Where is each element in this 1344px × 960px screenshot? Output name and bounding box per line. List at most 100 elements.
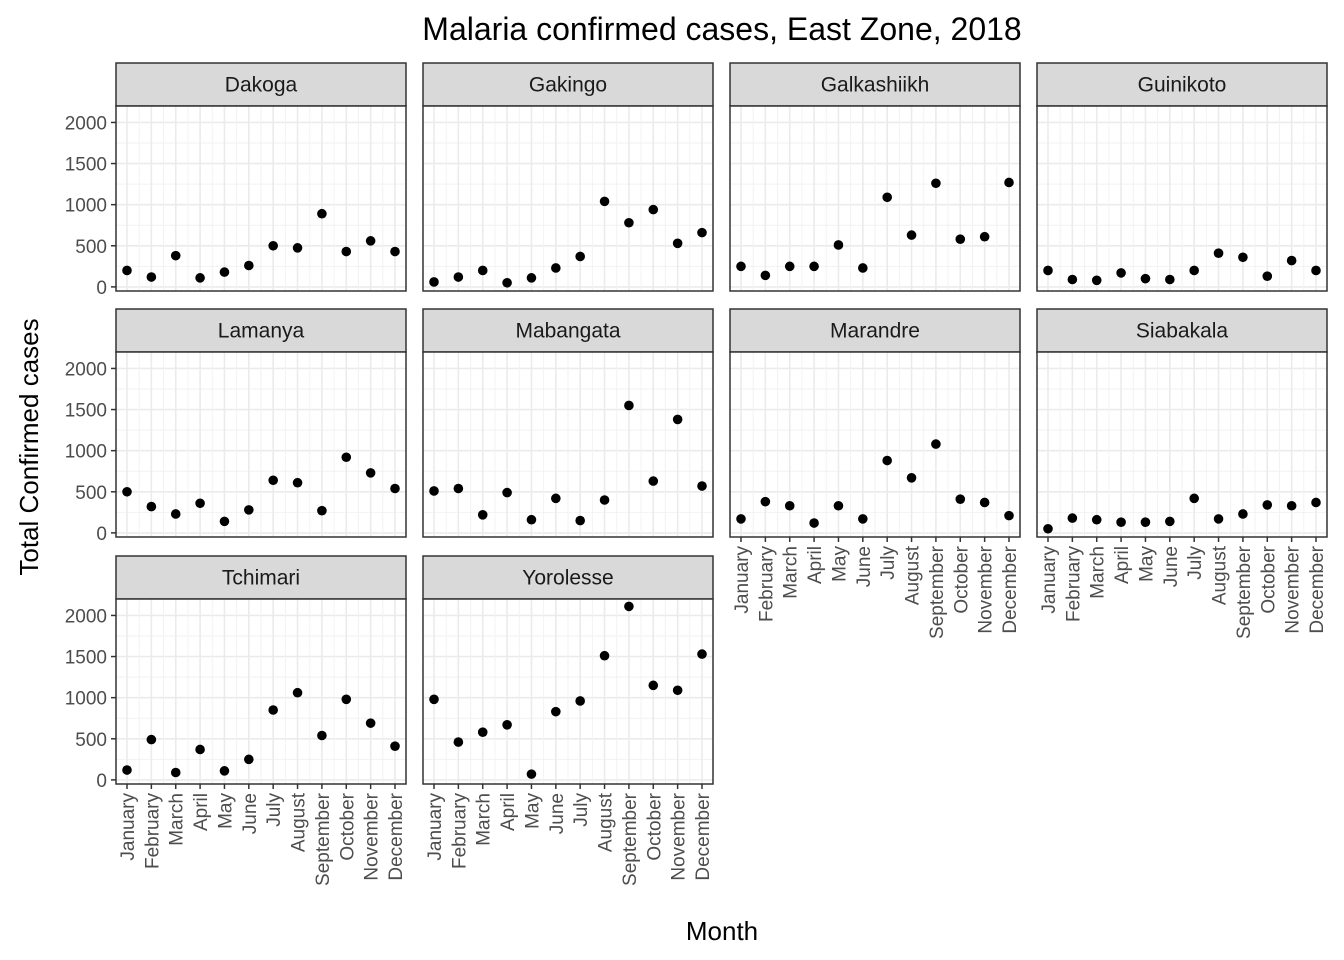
data-point [477, 727, 488, 737]
y-tick-label: 2000 [65, 113, 107, 134]
data-point [429, 694, 439, 705]
grid-lines [1037, 106, 1327, 291]
data-point [268, 475, 278, 486]
x-tick-label: September [1234, 545, 1255, 639]
data-point [955, 494, 966, 504]
data-point [833, 500, 844, 511]
data-point [341, 452, 352, 463]
data-point [648, 680, 659, 691]
data-point [906, 230, 917, 240]
data-point [1311, 497, 1321, 508]
facet-strip [115, 308, 407, 353]
data-point [858, 514, 868, 524]
x-tick-label: April [498, 793, 519, 831]
facet-strip-label: Gakingo [529, 74, 607, 97]
grid-lines [423, 106, 713, 291]
x-tick-label: July [571, 793, 592, 827]
data-point [1140, 517, 1151, 527]
data-point [170, 767, 181, 778]
panel-border [115, 598, 407, 785]
x-tick-label: August [1210, 545, 1231, 605]
data-point [599, 495, 610, 505]
chart-title: Malaria confirmed cases, East Zone, 2018 [422, 11, 1021, 47]
x-tick-label: March [781, 546, 802, 599]
data-point [575, 696, 585, 706]
x-tick-label: June [547, 793, 568, 834]
data-point [624, 217, 634, 228]
data-point [146, 734, 157, 745]
y-tick-label: 1000 [65, 196, 107, 217]
facet-strip-label: Tchimari [222, 567, 300, 590]
facet-panel-yorolesse: Yorolesse January February March April May Jun… [422, 555, 714, 886]
data-point [833, 240, 844, 250]
data-point [1091, 514, 1102, 525]
data-point [526, 273, 537, 283]
data-point [648, 476, 659, 486]
grid-lines [730, 352, 1020, 537]
data-point [146, 501, 157, 512]
data-point [931, 178, 941, 189]
data-point [551, 263, 561, 273]
data-point [882, 455, 892, 466]
x-tick-label: March [167, 793, 188, 846]
x-tick-label: August [903, 545, 924, 605]
data-point [1213, 514, 1224, 524]
y-tick-label: 2000 [65, 359, 107, 380]
data-point [784, 500, 795, 511]
y-tick-label: 500 [75, 237, 107, 258]
facet-panel-mabangata: Mabangata [422, 308, 714, 538]
x-tick-label: January [1039, 546, 1060, 614]
data-point [1116, 517, 1126, 527]
x-tick-label: May [829, 546, 850, 582]
grid-lines [423, 599, 713, 784]
x-tick-label: February [142, 793, 163, 870]
x-tick-label: October [1258, 545, 1279, 613]
data-point [268, 240, 278, 251]
y-tick-label: 1500 [65, 401, 107, 422]
x-tick-label: April [1112, 546, 1133, 584]
x-tick-label: September [313, 792, 334, 886]
data-point [341, 694, 352, 705]
data-point [599, 650, 610, 661]
data-point [244, 754, 254, 765]
data-point [195, 273, 205, 283]
panel-border [115, 105, 407, 292]
data-point [390, 246, 400, 257]
x-tick-label: November [669, 792, 690, 880]
data-point [575, 251, 585, 262]
data-point [453, 272, 464, 282]
facet-strip [729, 62, 1021, 107]
grid-lines [730, 106, 1020, 291]
data-point [170, 509, 181, 519]
x-tick-label: November [976, 545, 997, 633]
data-point [551, 493, 561, 504]
data-point [365, 718, 376, 728]
data-point [1116, 268, 1126, 278]
grid-lines [116, 599, 406, 784]
facet-strip-label: Yorolesse [522, 567, 613, 590]
data-point [1238, 252, 1248, 263]
data-point [429, 277, 439, 287]
facet-strip [729, 308, 1021, 353]
facet-strip-label: Marandre [830, 320, 920, 343]
y-tick-label: 0 [96, 278, 107, 299]
data-point [244, 505, 254, 515]
x-tick-label: December [693, 792, 714, 880]
y-axis-title: Total Confirmed cases [14, 318, 44, 575]
x-tick-label: November [1283, 545, 1304, 633]
data-point [1043, 265, 1053, 276]
y-tick-label: 1000 [65, 689, 107, 710]
data-point [502, 277, 512, 288]
data-point [809, 518, 819, 528]
facet-panel-dakoga: Dakoga 0 500 1000 1500 2000 [65, 62, 407, 299]
data-point [453, 737, 464, 747]
x-tick-label: February [756, 546, 777, 623]
facet-strip-label: Mabangata [515, 320, 620, 343]
data-point [760, 496, 771, 507]
data-point [1238, 509, 1248, 519]
y-tick-label: 0 [96, 771, 107, 792]
data-point [1286, 500, 1297, 511]
facet-strip-label: Guinikoto [1138, 74, 1227, 97]
data-point [1262, 500, 1273, 510]
